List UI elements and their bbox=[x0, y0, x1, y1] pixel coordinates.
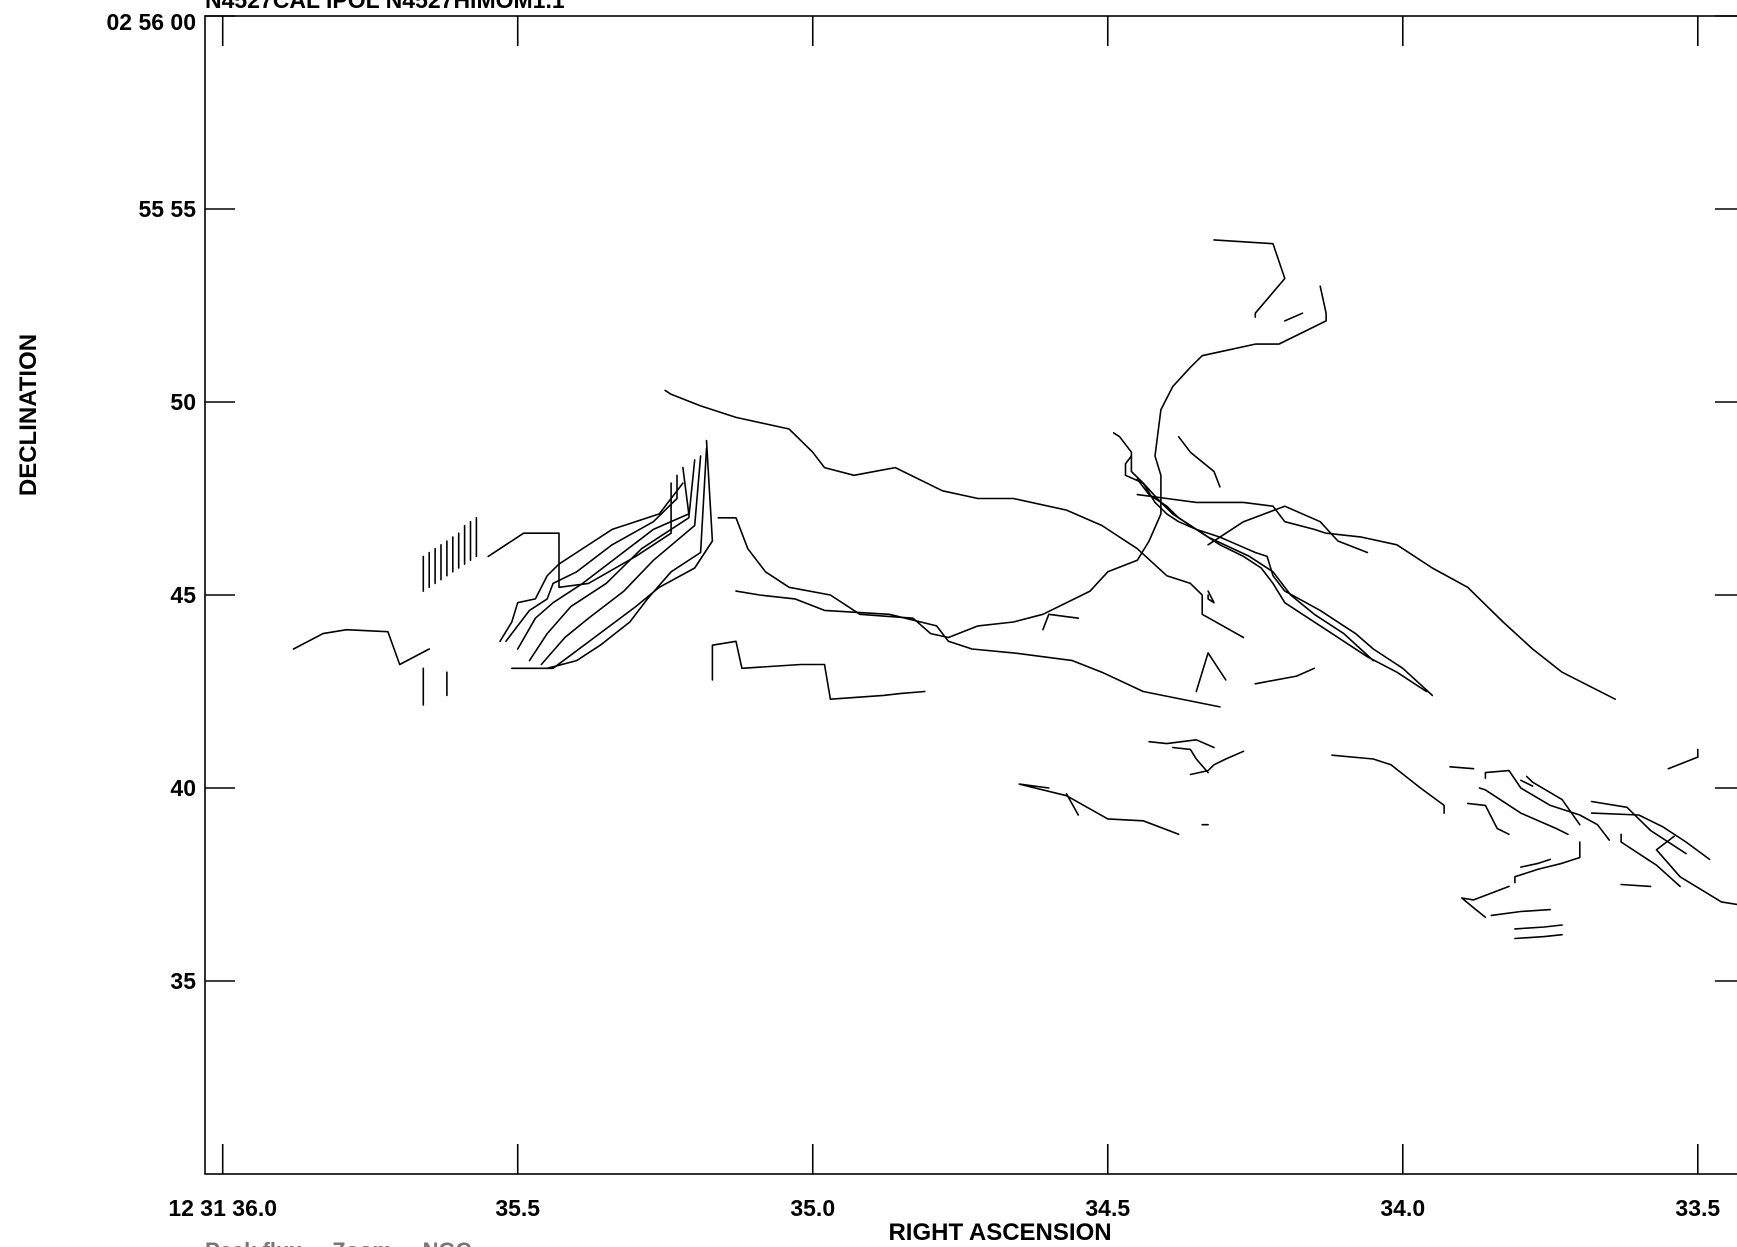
contour-line-50 bbox=[1590, 812, 1711, 861]
contour-line-34 bbox=[1207, 590, 1215, 604]
contour-line-20 bbox=[510, 439, 714, 670]
contour-line-51 bbox=[1620, 833, 1681, 888]
y-axis-label: DECLINATION bbox=[15, 334, 42, 496]
contour-line-43 bbox=[1331, 754, 1445, 814]
contour-line-15 bbox=[505, 474, 678, 643]
contour-line-54 bbox=[1667, 748, 1699, 770]
contour-line-42 bbox=[1065, 792, 1080, 816]
contour-line-23 bbox=[1213, 239, 1286, 318]
contour-line-28 bbox=[1112, 432, 1434, 697]
contour-line-17 bbox=[528, 459, 696, 662]
contour-line-39 bbox=[1148, 738, 1215, 749]
contour-line-29 bbox=[1124, 455, 1428, 693]
contour-line-30 bbox=[1136, 478, 1375, 662]
contour-line-52 bbox=[1655, 835, 1737, 906]
x-tick-label-5: 33.5 bbox=[1675, 1195, 1720, 1221]
contour-line-27 bbox=[1042, 613, 1080, 631]
contour-line-16 bbox=[516, 466, 690, 650]
contour-line-33 bbox=[1207, 505, 1369, 554]
contour-line-19 bbox=[546, 447, 708, 670]
contour-line-32 bbox=[1177, 435, 1221, 488]
contour-line-41 bbox=[1018, 783, 1180, 836]
contour-line-18 bbox=[540, 455, 702, 666]
contour-line-37 bbox=[1189, 750, 1245, 776]
contour-lines bbox=[292, 239, 1737, 940]
y-tick-label-1: 55 55 bbox=[138, 196, 196, 222]
contour-line-14 bbox=[499, 482, 684, 643]
contour-line-57 bbox=[1514, 841, 1581, 884]
contour-line-59 bbox=[1490, 908, 1552, 917]
contour-line-31 bbox=[1136, 493, 1616, 701]
contour-line-55 bbox=[1449, 765, 1475, 770]
contour-line-0 bbox=[292, 628, 431, 666]
contour-line-22 bbox=[717, 285, 1327, 639]
x-tick-label-0: 12 31 36.0 bbox=[168, 1195, 277, 1221]
contour-line-45 bbox=[1478, 787, 1569, 836]
contour-line-38 bbox=[1171, 746, 1209, 774]
axis-ticks: 12 31 36.0 35.5 35.0 34.5 34.0 33.5 02 56 00 55… bbox=[106, 9, 1737, 1221]
footer-text: Peak flux ... Zoom ... NGC bbox=[205, 1238, 472, 1247]
x-tick-label-2: 35.0 bbox=[790, 1195, 835, 1221]
y-tick-label-5: 35 bbox=[170, 968, 196, 994]
x-tick-label-3: 34.5 bbox=[1085, 1195, 1130, 1221]
y-tick-label-3: 45 bbox=[170, 582, 196, 608]
contour-line-58 bbox=[1520, 858, 1552, 868]
contour-line-24 bbox=[1284, 312, 1304, 322]
y-tick-label-4: 40 bbox=[170, 775, 196, 801]
y-tick-label-2: 50 bbox=[170, 389, 196, 415]
contour-line-13 bbox=[487, 482, 672, 589]
contour-line-36 bbox=[1254, 667, 1316, 685]
contour-line-47 bbox=[1520, 779, 1534, 787]
plot-frame bbox=[204, 15, 1737, 1175]
contour-line-35 bbox=[1195, 652, 1227, 693]
plot-title: N4527CAL IPOL N4527HIMOM1.1 bbox=[205, 0, 565, 13]
contour-line-61 bbox=[1514, 933, 1563, 940]
contour-line-44 bbox=[1484, 769, 1611, 841]
contour-line-26 bbox=[664, 389, 1245, 639]
x-axis-label: RIGHT ASCENSION bbox=[888, 1219, 1111, 1246]
contour-line-21 bbox=[711, 640, 926, 701]
contour-line-48 bbox=[1525, 775, 1581, 826]
contour-line-49 bbox=[1590, 800, 1687, 855]
contour-line-46 bbox=[1466, 802, 1510, 836]
y-tick-label-0: 02 56 00 bbox=[106, 9, 196, 35]
contour-line-53 bbox=[1620, 883, 1652, 888]
x-tick-label-1: 35.5 bbox=[495, 1195, 540, 1221]
contour-line-56 bbox=[1461, 885, 1510, 919]
contour-line-60 bbox=[1514, 924, 1563, 930]
x-tick-label-4: 34.0 bbox=[1380, 1195, 1425, 1221]
contour-line-25 bbox=[735, 590, 1221, 708]
